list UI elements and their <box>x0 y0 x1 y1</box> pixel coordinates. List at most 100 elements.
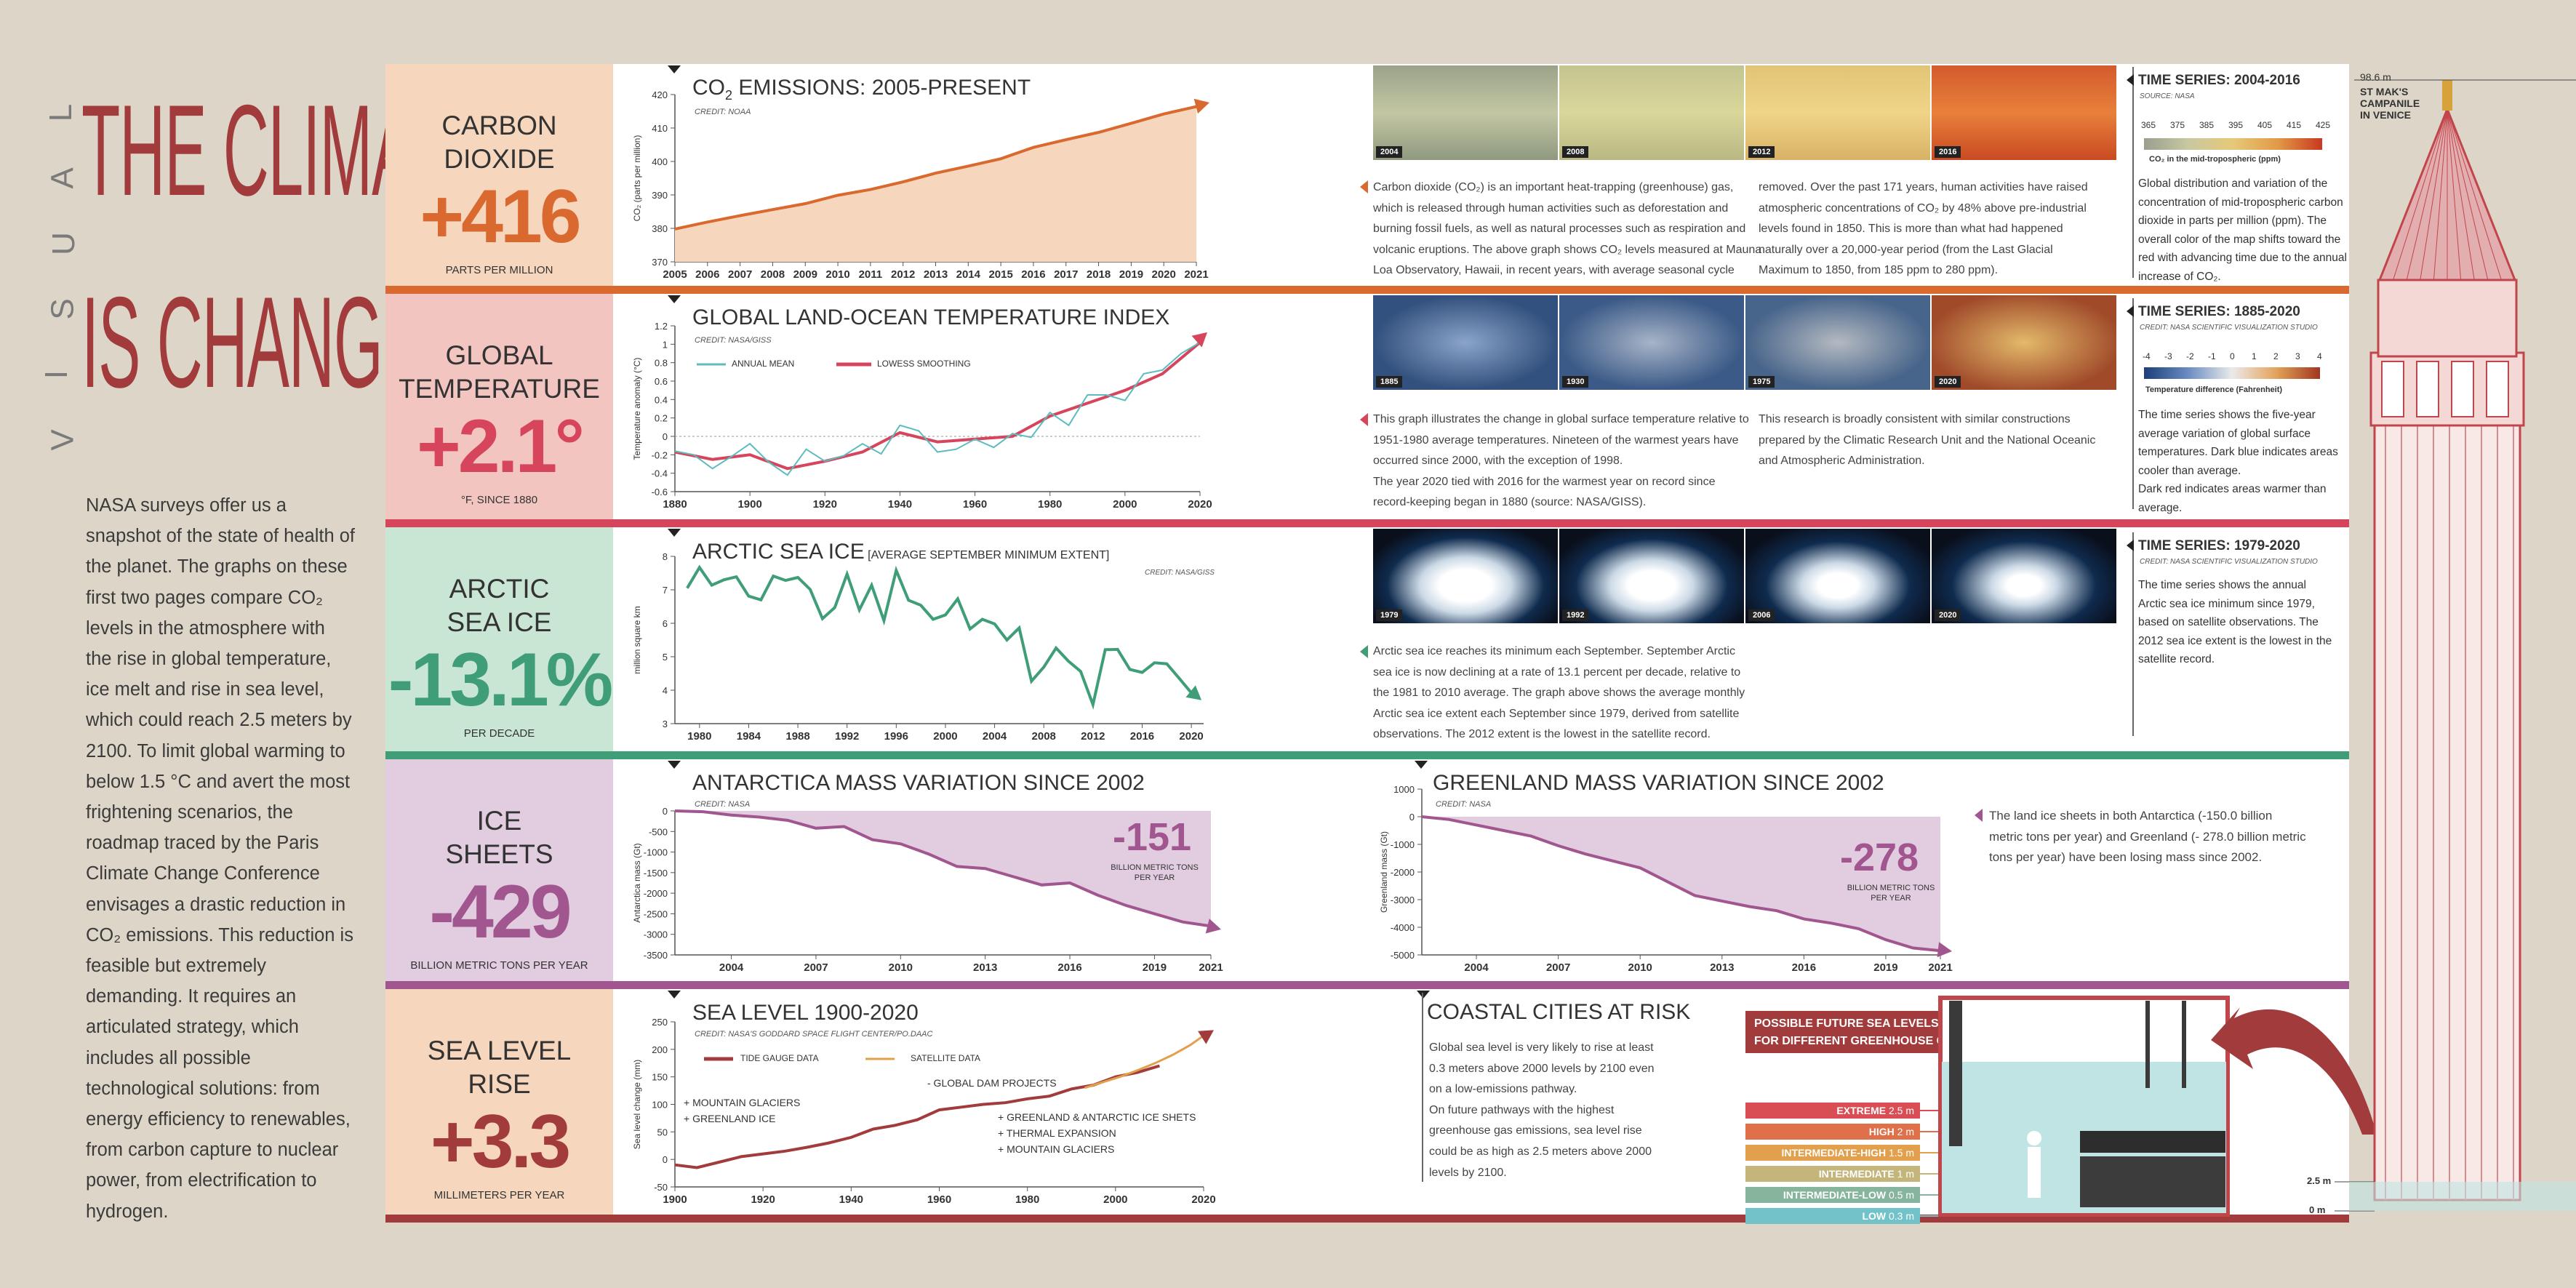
x-tick-label: 2008 <box>761 268 785 281</box>
tower-mark-1: 2.5 m <box>2307 1175 2332 1186</box>
level-label: EXTREME <box>1836 1105 1889 1116</box>
level-value: 1 m <box>1897 1168 1914 1180</box>
temp-chart-title: GLOBAL LAND-OCEAN TEMPERATURE INDEX <box>692 305 1170 329</box>
temp-lowess-line <box>674 341 1201 471</box>
gre-arrow <box>1937 942 1952 958</box>
level-label: INTERMEDIATE-HIGH <box>1781 1147 1889 1159</box>
co2-chart-title: CO2 EMISSIONS: 2005-PRESENT <box>692 76 1031 103</box>
x-tick-label: 2006 <box>695 268 719 281</box>
y-tick-label: 0.8 <box>655 358 668 369</box>
y-tick-label: 0 <box>663 1154 668 1165</box>
side-value-carbon: +416 <box>420 175 581 259</box>
temp-annual-line <box>674 341 1201 476</box>
co2-map: 2004 <box>1373 65 1558 160</box>
temp-credit: CREDIT: NASA/GISS <box>695 336 772 345</box>
level-bar: INTERMEDIATE-HIGH 1.5 m <box>1745 1145 1920 1161</box>
co2-scale-tick: 395 <box>2228 120 2244 130</box>
ice-ts-title: TIME SERIES: 1979-2020 <box>2138 538 2300 553</box>
gre-value: -278 <box>1840 836 1919 879</box>
sea-arrow <box>1198 1030 1214 1044</box>
chart-ant: 0 -500 -1000 -1500 -2000 -2500 -3000 -3500 2004 2… <box>632 806 1223 974</box>
x-tick-label: 2017 <box>1054 268 1078 281</box>
temp-map: 1885 <box>1373 295 1558 390</box>
co2-scale-tick: 365 <box>2141 120 2156 130</box>
co2-pointer <box>1360 180 1368 193</box>
x-tick-label: 1940 <box>839 1193 863 1206</box>
ice-ts-credit: CREDIT: NASA SCIENTIFIC VISUALIZATION ST… <box>2140 558 2318 566</box>
x-tick-label: 1920 <box>751 1193 775 1206</box>
x-tick-label: 2000 <box>933 730 957 743</box>
y-tick-label: -1000 <box>1391 839 1415 850</box>
chart-marker <box>668 295 681 303</box>
temp-legend-lowess: LOWESS SMOOTHING <box>877 359 971 369</box>
tower-mark-2: 0 m <box>2309 1204 2326 1215</box>
chart-marker <box>668 65 681 73</box>
row-sheet: ICE SHEETS -429 BILLION METRIC TONS PER YE… <box>385 759 2349 981</box>
ice-line <box>686 564 1193 710</box>
ice-map: 1979 <box>1373 529 1558 623</box>
co2-arrow <box>1193 98 1209 114</box>
co2-ts-body: Global distribution and variation of the… <box>2138 177 2347 283</box>
co2-map-year: 2016 <box>1935 146 1961 158</box>
co2-map: 2008 <box>1559 65 1744 160</box>
y-axis-label: million square km <box>632 606 642 673</box>
row-sea: SEA LEVEL RISE +3.3 MILLIMETERS PER YEAR <box>385 989 2349 1215</box>
y-tick-label: 1 <box>663 339 668 350</box>
y-tick-label: -2000 <box>644 888 668 899</box>
y-tick-label: -50 <box>654 1182 668 1193</box>
y-axis-label: Temperature anomaly (°C) <box>632 358 642 460</box>
y-axis-label: Antarctica mass (Gt) <box>632 843 642 922</box>
gre-line <box>1421 815 1941 953</box>
level-line <box>1920 1152 1940 1153</box>
co2-title-part: CO <box>692 76 725 100</box>
row-carbon: CARBON DIOXIDE +416 PARTS PER MILLION <box>385 64 2349 286</box>
co2-map-year: 2004 <box>1376 146 1403 158</box>
y-tick-label: -2500 <box>644 908 668 919</box>
side-value-sheet: -429 <box>429 870 572 954</box>
noaa-label: [NOAA PROJECTIONS] <box>1945 1056 2031 1065</box>
x-tick-label: 2016 <box>1021 268 1045 281</box>
coast-paragraph: Global sea level is very likely to rise … <box>1429 1041 1655 1179</box>
level-bar: INTERMEDIATE-LOW 0.5 m <box>1745 1187 1920 1203</box>
temp-scale-tick: -3 <box>2164 351 2172 361</box>
row-temp: GLOBAL TEMPERATURE +2.1° °F, SINCE 1880 <box>385 294 2349 519</box>
x-tick-label: 2007 <box>728 268 752 281</box>
x-tick-label: 2020 <box>1152 268 1176 281</box>
co2-map: 2012 <box>1745 65 1930 160</box>
y-tick-label: 50 <box>657 1127 668 1137</box>
x-tick-label: 2010 <box>825 268 849 281</box>
x-tick-label: 2019 <box>1873 961 1897 974</box>
x-tick-label: 2016 <box>1057 961 1081 974</box>
y-tick-label: 1000 <box>1393 784 1415 795</box>
y-tick-label: 7 <box>663 585 668 596</box>
sea-annotation: - GLOBAL DAM PROJECTS <box>927 1077 1057 1089</box>
co2-scale-tick: 405 <box>2257 120 2273 130</box>
temp-scale-tick: 1 <box>2252 351 2257 361</box>
chart-ice: 3 4 5 6 7 8 1980 1984 1988 1992 1996 2000 2004 2008 20… <box>632 551 1204 743</box>
temp-scale-tick: -4 <box>2143 351 2151 361</box>
y-tick-label: 370 <box>652 257 668 268</box>
side-value-sea: +3.3 <box>430 1100 571 1184</box>
co2-scale-tick: 385 <box>2199 120 2215 130</box>
y-tick-label: -2000 <box>1391 867 1415 878</box>
side-box-sheet: ICE SHEETS -429 BILLION METRIC TONS PER YE… <box>385 759 613 981</box>
temp-scale-tick: 2 <box>2273 351 2279 361</box>
side-unit-carbon: PARTS PER MILLION <box>445 264 553 276</box>
sea-annotation: + MOUNTAIN GLACIERS <box>684 1097 801 1108</box>
co2-title-rest: EMISSIONS: 2005-PRESENT <box>732 76 1031 100</box>
x-tick-label: 2005 <box>663 268 687 281</box>
chart-marker <box>1415 761 1428 769</box>
y-tick-label: 0 <box>663 806 668 817</box>
side-label-carbon: CARBON DIOXIDE <box>441 111 557 174</box>
ice-paragraph: Arctic sea ice reaches its minimum each … <box>1373 645 1745 741</box>
x-tick-label: 2021 <box>1184 268 1208 281</box>
co2-title-sub: 2 <box>725 88 733 103</box>
level-line <box>1920 1110 1940 1111</box>
x-tick-label: 2007 <box>1546 961 1570 974</box>
side-unit-sheet: BILLION METRIC TONS PER YEAR <box>410 959 588 972</box>
gre-credit: CREDIT: NASA <box>1436 800 1492 809</box>
ice-title-small: [AVERAGE SEPTEMBER MINIMUM EXTENT] <box>864 549 1110 561</box>
y-axis-label: Sea level change (mm) <box>632 1060 642 1149</box>
y-tick-label: -500 <box>649 826 668 837</box>
